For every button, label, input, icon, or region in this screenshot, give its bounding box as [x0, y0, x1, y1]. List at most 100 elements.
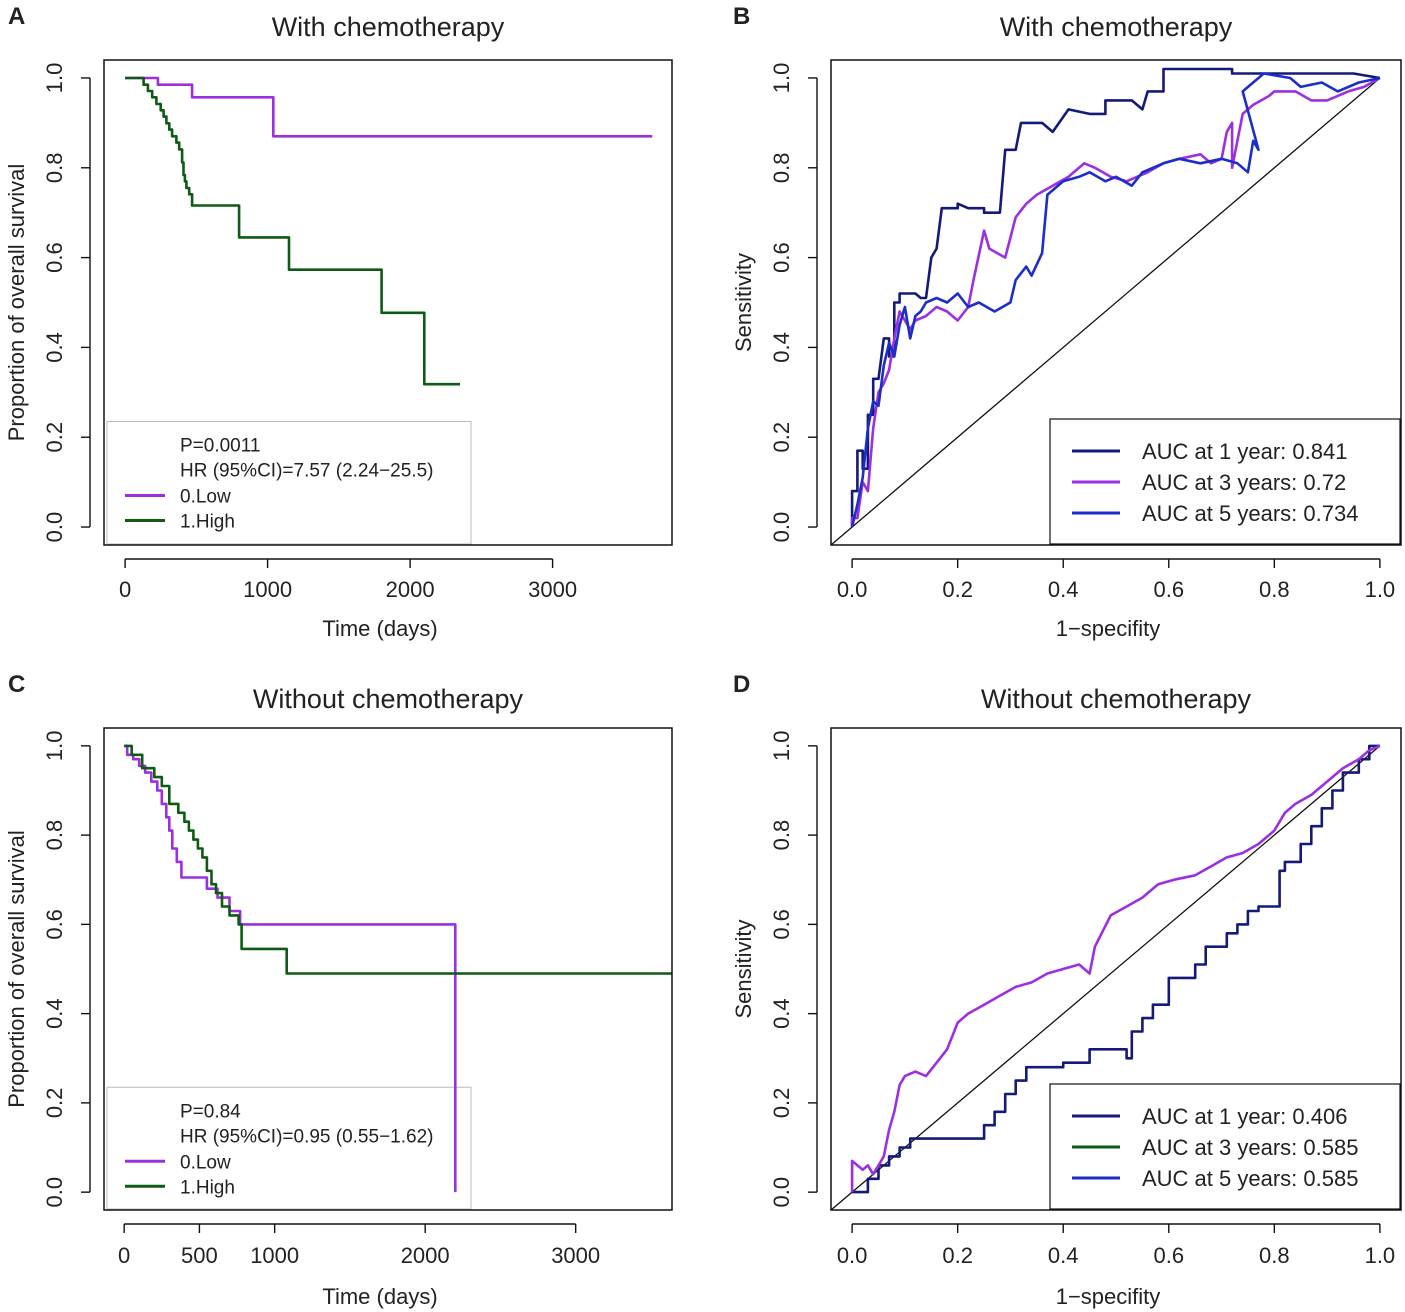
- y-tick-label: 0.6: [769, 909, 794, 940]
- x-tick-label: 0.8: [1259, 577, 1290, 602]
- panel-d: D Without chemotherapy AUC at 1 year: 0.40…: [731, 671, 1402, 1309]
- legend-label: 1.High: [180, 512, 235, 533]
- y-axis-label: Sensitivity: [731, 253, 756, 352]
- legend-label: AUC at 1 year: 0.406: [1142, 1104, 1347, 1129]
- x-tick-label: 0.6: [1153, 1243, 1184, 1268]
- y-tick-label: 0.2: [42, 422, 67, 453]
- legend-box: [106, 421, 472, 545]
- y-axis-label: Proportion of overall survival: [4, 830, 29, 1108]
- legend-label: AUC at 3 years: 0.585: [1142, 1135, 1358, 1160]
- panel-a: A With chemotherapy P=0.0011 HR (95%CI)=7.5…: [4, 3, 673, 641]
- y-tick-label: 0.4: [42, 332, 67, 363]
- panel-c: C Without chemotherapy P=0.84 HR (95%CI)=0.…: [4, 671, 673, 1309]
- panel-letter: D: [733, 671, 750, 698]
- x-tick-label: 2000: [401, 1243, 450, 1268]
- x-tick-label: 0.6: [1153, 577, 1184, 602]
- panel-title: With chemotherapy: [272, 12, 505, 42]
- x-tick-label: 3000: [551, 1243, 600, 1268]
- x-tick-label: 0.2: [942, 1243, 973, 1268]
- panel-letter: C: [8, 671, 25, 698]
- reference-diagonal: [831, 745, 1381, 1210]
- legend-annotation: P=0.84: [180, 1101, 241, 1122]
- x-tick-label: 0.4: [1048, 577, 1079, 602]
- legend: AUC at 1 year: 0.841 AUC at 3 years: 0.72…: [1049, 418, 1401, 545]
- panel-title: Without chemotherapy: [253, 684, 524, 714]
- y-tick-label: 0.8: [769, 820, 794, 851]
- legend: P=0.0011 HR (95%CI)=7.57 (2.24−25.5) 0.Low…: [106, 421, 472, 545]
- y-tick-label: 0.2: [769, 1088, 794, 1119]
- panel-title: Without chemotherapy: [981, 684, 1252, 714]
- x-tick-label: 1000: [250, 1243, 299, 1268]
- x-tick-label: 500: [181, 1243, 218, 1268]
- panel-letter: A: [8, 3, 25, 30]
- y-tick-label: 0.4: [769, 332, 794, 363]
- y-tick-label: 0.8: [42, 152, 67, 183]
- x-tick-label: 0.2: [942, 577, 973, 602]
- legend-label: 0.Low: [180, 1152, 231, 1173]
- panel-letter: B: [733, 3, 750, 30]
- y-tick-label: 0.4: [42, 998, 67, 1029]
- x-tick-label: 2000: [386, 577, 435, 602]
- series-line: [852, 744, 1380, 1194]
- y-tick-label: 1.0: [42, 731, 67, 762]
- y-tick-label: 1.0: [769, 63, 794, 94]
- panel-title: With chemotherapy: [1000, 12, 1233, 42]
- plot-frame: [830, 727, 1402, 1211]
- x-axis-label: 1−specifity: [1056, 1284, 1161, 1309]
- y-tick-label: 0.0: [769, 512, 794, 543]
- legend-annotation: P=0.0011: [180, 436, 260, 457]
- legend-annotation: HR (95%CI)=0.95 (0.55−1.62): [180, 1126, 433, 1147]
- y-axis-label: Proportion of overall survival: [4, 164, 29, 442]
- legend-label: AUC at 5 years: 0.734: [1142, 501, 1358, 526]
- legend-label: 1.High: [180, 1177, 235, 1198]
- x-tick-label: 0.0: [837, 577, 868, 602]
- series-line: [125, 76, 653, 138]
- plot-frame: [830, 59, 1402, 546]
- x-tick-label: 0.0: [837, 1243, 868, 1268]
- series-line: [850, 67, 1381, 527]
- y-tick-label: 0.6: [769, 242, 794, 273]
- y-tick-label: 0.0: [42, 1177, 67, 1208]
- legend-box: [106, 1086, 472, 1210]
- y-tick-label: 0.4: [769, 998, 794, 1029]
- series-line: [850, 72, 1381, 528]
- y-tick-label: 0.2: [769, 422, 794, 453]
- x-axis-label: 1−specifity: [1056, 616, 1161, 641]
- legend-label: 0.Low: [180, 487, 231, 508]
- x-tick-label: 0: [119, 577, 131, 602]
- plot-frame: [103, 59, 673, 546]
- legend-annotation: HR (95%CI)=7.57 (2.24−25.5): [180, 461, 433, 482]
- series-line: [125, 76, 460, 386]
- series-line: [850, 744, 1381, 1193]
- y-tick-label: 0.0: [42, 512, 67, 543]
- x-tick-label: 1000: [243, 577, 292, 602]
- x-tick-label: 0: [118, 1243, 130, 1268]
- x-tick-label: 0.4: [1048, 1243, 1079, 1268]
- y-tick-label: 1.0: [769, 731, 794, 762]
- y-tick-label: 0.0: [769, 1177, 794, 1208]
- x-axis-label: Time (days): [322, 616, 437, 641]
- y-tick-label: 0.6: [42, 242, 67, 273]
- reference-diagonal: [831, 77, 1381, 545]
- x-tick-label: 0.8: [1259, 1243, 1290, 1268]
- y-tick-label: 0.6: [42, 909, 67, 940]
- series-line: [124, 744, 672, 975]
- x-tick-label: 3000: [528, 577, 577, 602]
- x-tick-label: 1.0: [1365, 1243, 1396, 1268]
- y-tick-label: 0.2: [42, 1088, 67, 1119]
- y-axis-label: Sensitivity: [731, 919, 756, 1018]
- plot-frame: [103, 727, 673, 1211]
- legend-label: AUC at 5 years: 0.585: [1142, 1166, 1358, 1191]
- x-axis-label: Time (days): [322, 1284, 437, 1309]
- legend-label: AUC at 3 years: 0.72: [1142, 470, 1346, 495]
- y-tick-label: 1.0: [42, 63, 67, 94]
- y-tick-label: 0.8: [769, 152, 794, 183]
- legend: P=0.84 HR (95%CI)=0.95 (0.55−1.62) 0.Low 1.…: [106, 1086, 472, 1210]
- legend-label: AUC at 1 year: 0.841: [1142, 439, 1347, 464]
- x-tick-label: 1.0: [1365, 577, 1396, 602]
- series-line: [850, 76, 1381, 527]
- y-tick-label: 0.8: [42, 820, 67, 851]
- legend: AUC at 1 year: 0.406 AUC at 3 years: 0.58…: [1049, 1083, 1401, 1210]
